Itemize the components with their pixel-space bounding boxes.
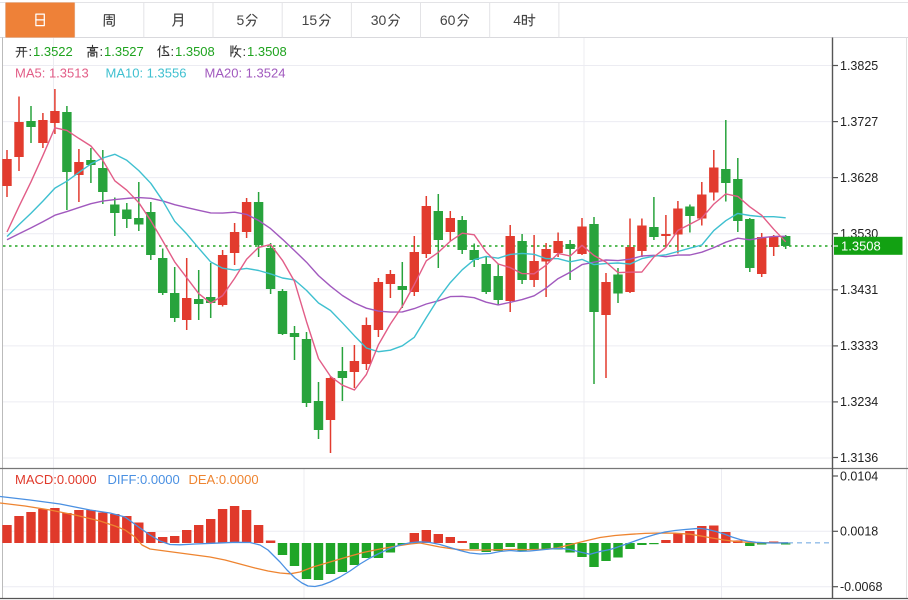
svg-text:1.3508: 1.3508 bbox=[247, 44, 287, 59]
svg-text:1.3825: 1.3825 bbox=[840, 59, 878, 73]
svg-text:4: 4 bbox=[513, 12, 521, 28]
svg-text:1.3522: 1.3522 bbox=[33, 44, 73, 59]
svg-text:MACD:0.0000: MACD:0.0000 bbox=[15, 472, 97, 487]
svg-text:1.3136: 1.3136 bbox=[840, 451, 878, 465]
svg-text:DEA:0.0000: DEA:0.0000 bbox=[189, 472, 259, 487]
svg-text:MA10: 1.3556: MA10: 1.3556 bbox=[106, 66, 187, 81]
svg-text::: : bbox=[243, 44, 247, 59]
svg-text::: : bbox=[29, 44, 33, 59]
svg-text:MA5: 1.3513: MA5: 1.3513 bbox=[15, 66, 89, 81]
svg-text:1.3234: 1.3234 bbox=[840, 395, 878, 409]
svg-text:0.0104: 0.0104 bbox=[840, 469, 878, 483]
svg-text:60: 60 bbox=[440, 12, 456, 28]
svg-text:30: 30 bbox=[371, 12, 387, 28]
svg-text::: : bbox=[171, 44, 175, 59]
svg-text:1.3508: 1.3508 bbox=[841, 239, 881, 254]
svg-text:1.3527: 1.3527 bbox=[104, 44, 144, 59]
svg-text:1.3508: 1.3508 bbox=[175, 44, 215, 59]
svg-text:1.3333: 1.3333 bbox=[840, 339, 878, 353]
svg-text::: : bbox=[100, 44, 104, 59]
svg-text:MA20: 1.3524: MA20: 1.3524 bbox=[205, 66, 286, 81]
svg-text:DIFF:0.0000: DIFF:0.0000 bbox=[108, 472, 180, 487]
svg-text:15: 15 bbox=[302, 12, 318, 28]
svg-text:1.3727: 1.3727 bbox=[840, 115, 878, 129]
svg-text:0.0018: 0.0018 bbox=[840, 525, 878, 539]
svg-text:5: 5 bbox=[237, 12, 245, 28]
svg-text:1.3431: 1.3431 bbox=[840, 283, 878, 297]
svg-text:1.3628: 1.3628 bbox=[840, 171, 878, 185]
svg-text:-0.0068: -0.0068 bbox=[840, 580, 882, 594]
